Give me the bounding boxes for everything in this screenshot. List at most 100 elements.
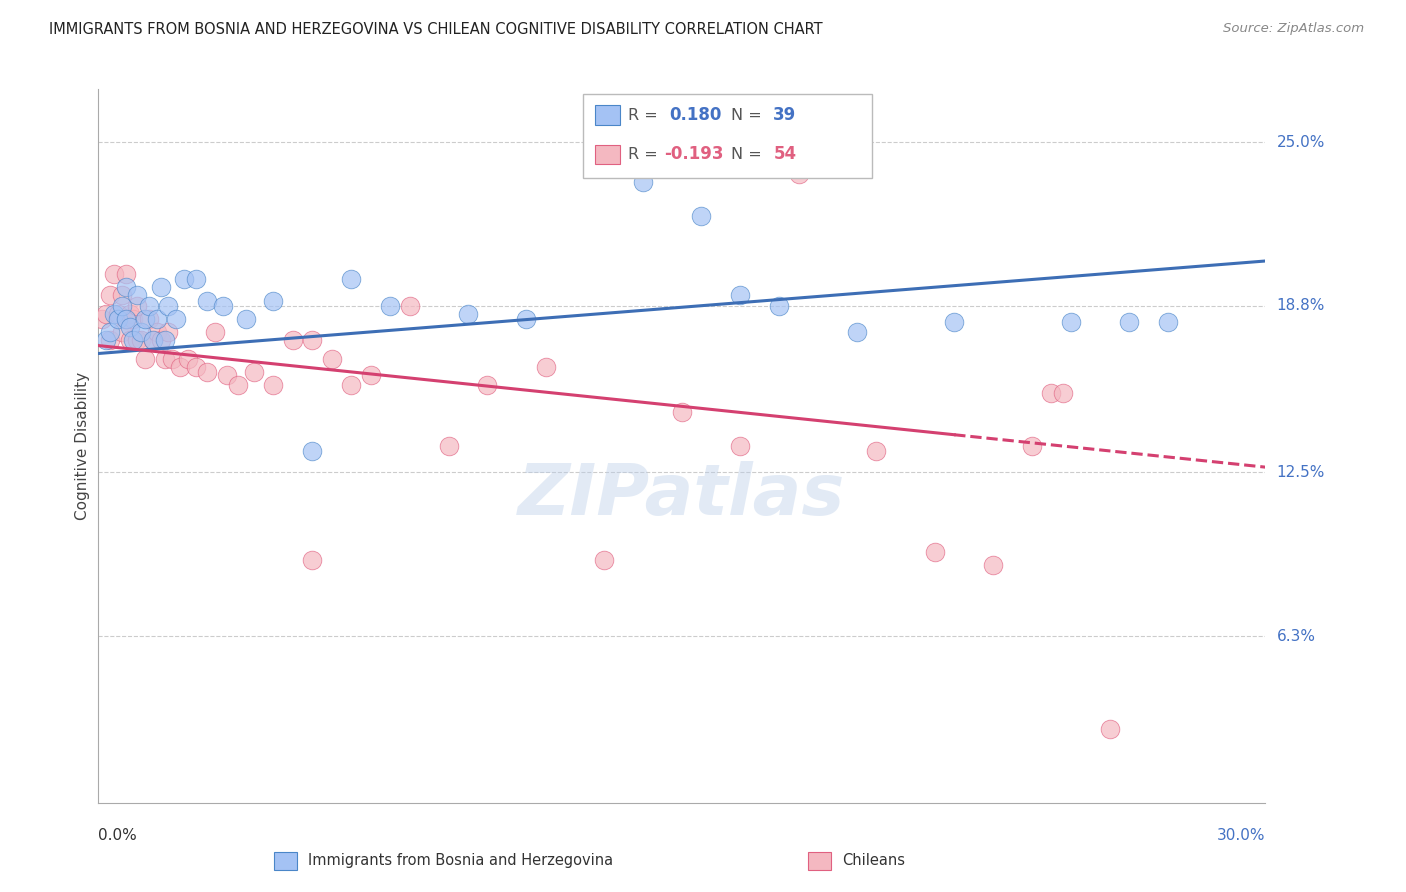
Text: -0.193: -0.193 xyxy=(664,145,723,163)
Point xyxy=(134,351,156,366)
Point xyxy=(111,288,134,302)
Point xyxy=(138,312,160,326)
Text: 12.5%: 12.5% xyxy=(1277,465,1324,480)
Point xyxy=(204,326,226,340)
Point xyxy=(768,299,790,313)
Text: 39: 39 xyxy=(773,106,797,124)
Text: 25.0%: 25.0% xyxy=(1277,135,1324,150)
Text: 30.0%: 30.0% xyxy=(1218,828,1265,843)
Point xyxy=(215,368,238,382)
Point xyxy=(114,267,136,281)
Point xyxy=(1040,386,1063,401)
Point xyxy=(98,288,121,302)
Point xyxy=(943,315,966,329)
Point xyxy=(149,333,172,347)
Point xyxy=(103,307,125,321)
Point xyxy=(534,359,557,374)
Text: R =: R = xyxy=(628,147,664,161)
Point xyxy=(114,312,136,326)
Text: 54: 54 xyxy=(773,145,796,163)
Point xyxy=(398,299,420,313)
Point xyxy=(96,333,118,347)
Point xyxy=(981,558,1004,572)
Point xyxy=(228,378,250,392)
Point xyxy=(477,378,499,392)
Point xyxy=(153,333,176,347)
Point xyxy=(360,368,382,382)
Point xyxy=(212,299,235,313)
Point xyxy=(118,333,141,347)
Point xyxy=(262,378,284,392)
Point xyxy=(340,272,363,286)
Point xyxy=(865,444,887,458)
Point xyxy=(378,299,402,313)
Point xyxy=(122,333,145,347)
Point xyxy=(173,272,195,286)
Point xyxy=(1021,439,1043,453)
Point xyxy=(845,326,868,340)
Point xyxy=(730,288,752,302)
Point xyxy=(118,307,141,321)
Text: 0.180: 0.180 xyxy=(669,106,721,124)
Point xyxy=(118,320,141,334)
Point xyxy=(127,333,149,347)
Point xyxy=(301,552,323,566)
Point xyxy=(340,378,363,392)
Point xyxy=(262,293,284,308)
Point xyxy=(149,280,172,294)
Point xyxy=(1098,722,1121,736)
Point xyxy=(103,267,125,281)
Point xyxy=(107,307,129,321)
Text: N =: N = xyxy=(731,147,768,161)
Point xyxy=(114,280,136,294)
Point xyxy=(111,299,134,313)
Point xyxy=(457,307,479,321)
Point xyxy=(96,307,118,321)
Point xyxy=(177,351,200,366)
Point xyxy=(114,312,136,326)
Point xyxy=(690,209,713,223)
Point xyxy=(235,312,257,326)
Point xyxy=(169,359,191,374)
Text: ZIPatlas: ZIPatlas xyxy=(519,461,845,531)
Point xyxy=(730,439,752,453)
Text: Source: ZipAtlas.com: Source: ZipAtlas.com xyxy=(1223,22,1364,36)
Point xyxy=(281,333,304,347)
Point xyxy=(98,326,121,340)
Point xyxy=(127,299,149,313)
Point xyxy=(138,299,160,313)
Text: N =: N = xyxy=(731,108,768,122)
Text: 6.3%: 6.3% xyxy=(1277,629,1316,644)
Point xyxy=(122,312,145,326)
Point xyxy=(593,552,616,566)
Point xyxy=(515,312,537,326)
Point xyxy=(129,333,152,347)
Point xyxy=(146,312,169,326)
Point xyxy=(184,272,207,286)
Text: 0.0%: 0.0% xyxy=(98,828,138,843)
Point xyxy=(301,333,323,347)
Point xyxy=(631,175,654,189)
Y-axis label: Cognitive Disability: Cognitive Disability xyxy=(75,372,90,520)
Point xyxy=(165,312,187,326)
Point xyxy=(98,333,121,347)
Point xyxy=(184,359,207,374)
Point xyxy=(142,333,165,347)
Text: R =: R = xyxy=(628,108,664,122)
Point xyxy=(162,351,184,366)
Point xyxy=(134,312,156,326)
Point xyxy=(195,293,218,308)
Point xyxy=(153,351,176,366)
Point xyxy=(111,326,134,340)
Point xyxy=(157,326,180,340)
Text: 18.8%: 18.8% xyxy=(1277,299,1324,313)
Point xyxy=(91,312,114,326)
Point xyxy=(127,288,149,302)
Point xyxy=(1157,315,1180,329)
Point xyxy=(1052,386,1074,401)
Point xyxy=(157,299,180,313)
Point xyxy=(142,333,165,347)
Text: IMMIGRANTS FROM BOSNIA AND HERZEGOVINA VS CHILEAN COGNITIVE DISABILITY CORRELATI: IMMIGRANTS FROM BOSNIA AND HERZEGOVINA V… xyxy=(49,22,823,37)
Text: Immigrants from Bosnia and Herzegovina: Immigrants from Bosnia and Herzegovina xyxy=(308,854,613,868)
Point xyxy=(301,444,323,458)
